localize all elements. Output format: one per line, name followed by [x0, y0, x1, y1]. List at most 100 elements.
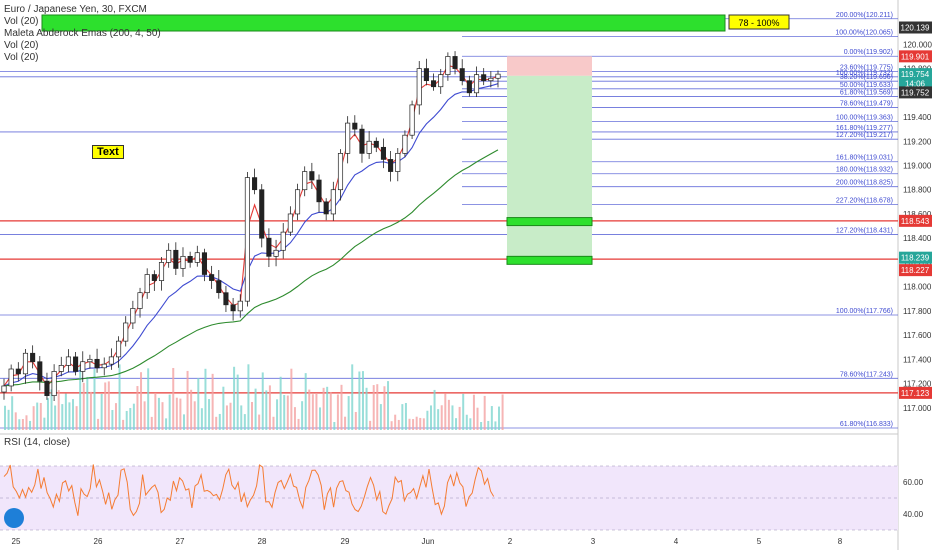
volume-bar — [476, 407, 479, 430]
rsi-line — [3, 464, 495, 517]
volume-bar — [215, 416, 218, 430]
candle-body — [423, 68, 429, 82]
price-tick-label: 119.400 — [903, 113, 932, 122]
price-badge-label: 118.543 — [901, 217, 930, 226]
volume-bar — [344, 416, 347, 430]
volume-bar — [100, 393, 103, 430]
volume-legend-3[interactable]: Vol (20) — [4, 52, 39, 63]
volume-bar — [36, 402, 39, 430]
volume-legend-1[interactable]: Vol (20) — [4, 16, 39, 27]
volume-bar — [254, 388, 257, 430]
fib-zone-label-box — [728, 14, 790, 30]
volume-bar — [68, 402, 71, 430]
time-axis: 25 26 27 28 29 Jun 2 3 4 5 8 — [12, 537, 843, 546]
volume-legend-2[interactable]: Vol (20) — [4, 40, 39, 51]
volume-bar — [114, 403, 117, 430]
volume-bar — [122, 419, 125, 430]
volume-bar — [472, 394, 475, 430]
volume-bar — [208, 399, 211, 430]
volume-bar — [89, 391, 92, 430]
fib-zone-bar — [41, 14, 726, 32]
candle-body — [495, 73, 501, 79]
volume-bar — [125, 410, 128, 430]
fib-zone-label: 78 - 100% — [738, 18, 779, 28]
price-badge — [899, 68, 932, 81]
price-badge — [899, 21, 932, 34]
candle-body — [287, 213, 293, 233]
volume-bar — [451, 405, 454, 430]
text-annotation[interactable]: Text — [92, 145, 124, 159]
candle-body — [144, 274, 150, 294]
volume-bar — [129, 408, 132, 430]
volume-bar — [340, 384, 343, 430]
volume-bar — [182, 414, 185, 430]
candle-body — [266, 237, 272, 257]
fib-level-label: 61.80%(116.833) — [840, 421, 893, 428]
volume-bar — [7, 409, 10, 430]
ema-fast-line — [3, 64, 499, 388]
candle-body — [316, 179, 322, 203]
volume-bar — [279, 376, 282, 430]
time-tick-label: 29 — [341, 537, 350, 546]
volume-bar — [412, 419, 415, 430]
volume-bar — [161, 402, 164, 430]
price-tick-label: 117.200 — [903, 380, 932, 389]
candle-body — [373, 140, 379, 148]
volume-bar — [50, 389, 53, 430]
volume-bar — [86, 376, 89, 430]
volume-bar — [501, 394, 504, 430]
rsi-legend[interactable]: RSI (14, close) — [4, 437, 71, 448]
time-tick-label: 4 — [674, 537, 679, 546]
ema-slow-line — [3, 149, 499, 387]
volume-bar — [383, 386, 386, 430]
volume-bar — [354, 411, 357, 430]
volume-bar — [387, 381, 390, 430]
target-box-2 — [506, 255, 593, 265]
candle-body — [187, 255, 193, 263]
volume-bar — [21, 419, 24, 430]
price-tick-label: 118.000 — [903, 283, 932, 292]
tradingview-logo-icon[interactable] — [4, 508, 24, 528]
fib-level-label: 127.20%(118.431) — [836, 227, 893, 234]
ema-legend[interactable]: Maleta Abderock Emas (200, 4, 50) — [4, 28, 161, 39]
fib-level-label: 23.60%(119.775) — [840, 65, 893, 72]
price-badge-label: 119.754 — [901, 70, 930, 79]
candle-body — [73, 356, 79, 372]
volume-bar — [404, 402, 407, 430]
volume-bar — [315, 393, 318, 430]
time-tick-label: 28 — [258, 537, 267, 546]
volume-bar — [61, 404, 64, 430]
volume-bar — [333, 421, 336, 430]
volume-bar — [372, 385, 375, 430]
volume-bar — [301, 401, 304, 430]
candle-body — [37, 361, 43, 382]
volume-bar — [251, 401, 253, 430]
volume-bar — [379, 404, 382, 430]
fib-level-label: 0.00%(119.902) — [844, 49, 893, 56]
fib-level-label: 200.00%(120.211) — [836, 12, 893, 19]
volume-bar — [97, 418, 100, 430]
volume-bar — [147, 368, 150, 430]
volume-bar — [168, 394, 171, 430]
volume-bar — [43, 417, 46, 430]
volume-bars — [4, 363, 504, 430]
volume-bar — [361, 371, 364, 430]
candle-body — [280, 231, 286, 251]
volume-bar — [233, 366, 236, 430]
price-tick-label: 117.000 — [903, 404, 932, 413]
volume-bar — [79, 363, 82, 430]
candle-body — [452, 56, 458, 69]
candle-body — [58, 365, 64, 372]
volume-bar — [93, 369, 96, 430]
candle-body — [51, 371, 57, 397]
candle-body — [230, 304, 236, 312]
volume-bar — [494, 421, 497, 430]
volume-bar — [261, 372, 264, 430]
symbol-title[interactable]: Euro / Japanese Yen, 30, FXCM — [4, 4, 147, 15]
volume-bar — [422, 418, 425, 430]
candle-body — [438, 74, 444, 88]
rsi-band — [0, 466, 898, 530]
candle-body — [402, 134, 408, 154]
